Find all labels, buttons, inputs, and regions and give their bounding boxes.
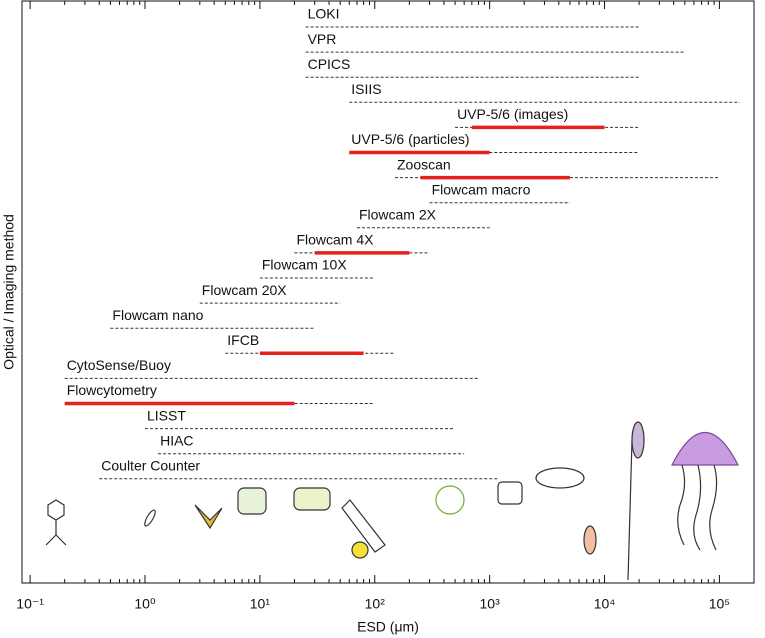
x-tick-label: 10⁻¹ <box>16 596 44 612</box>
method-label: LOKI <box>308 6 340 22</box>
method-label: Flowcam 20X <box>202 282 287 298</box>
method-label: LISST <box>147 407 186 423</box>
method-label: HIAC <box>160 432 193 448</box>
method-label: UVP-5/6 (particles) <box>351 131 469 147</box>
x-tick-label: 10⁰ <box>134 596 156 612</box>
x-tick-label: 10⁴ <box>594 596 616 612</box>
method-label: Flowcam 4X <box>296 232 374 248</box>
method-label: Flowcam 2X <box>359 207 437 223</box>
method-label: IFCB <box>227 332 259 348</box>
method-label: UVP-5/6 (images) <box>457 106 568 122</box>
method-label: Flowcam 10X <box>262 257 347 273</box>
x-tick-label: 10² <box>365 596 386 612</box>
x-tick-label: 10⁵ <box>709 596 730 612</box>
organism-illustrations <box>45 421 739 581</box>
x-tick-label: 10¹ <box>250 596 271 612</box>
method-label: CPICS <box>308 56 351 72</box>
method-label: ISIIS <box>351 81 381 97</box>
method-label: Flowcytometry <box>67 382 157 398</box>
x-tick-label: 10³ <box>480 596 501 612</box>
method-label: VPR <box>308 31 337 47</box>
plot-frame <box>21 0 755 584</box>
method-label: Flowcam nano <box>112 307 203 323</box>
method-label: Coulter Counter <box>101 458 200 474</box>
x-axis-label: ESD (μm) <box>357 619 419 635</box>
y-axis-label: Optical / Imaging method <box>1 214 17 370</box>
method-label: Flowcam macro <box>432 181 531 197</box>
method-label: CytoSense/Buoy <box>67 357 171 373</box>
method-label: Zooscan <box>397 156 451 172</box>
